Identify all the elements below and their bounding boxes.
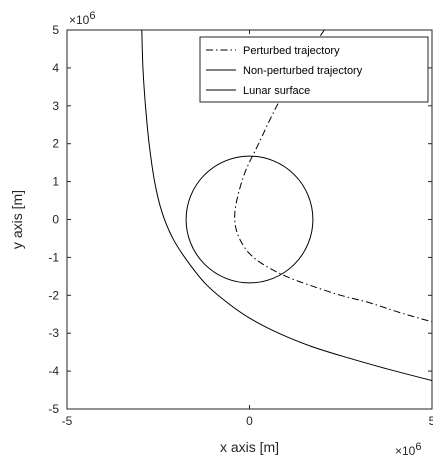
lunar-surface-circle bbox=[185, 155, 314, 284]
non-perturbed-trajectory-line bbox=[141, 30, 432, 382]
series-layer bbox=[141, 30, 432, 382]
y-tick-label: 1 bbox=[52, 175, 59, 189]
legend: Perturbed trajectory Non-perturbed traje… bbox=[199, 36, 429, 103]
y-tick-label: 3 bbox=[52, 99, 59, 113]
legend-box bbox=[199, 36, 429, 103]
y-tick-label: -2 bbox=[48, 288, 59, 302]
legend-label-non-perturbed: Non-perturbed trajectory bbox=[243, 65, 363, 77]
x-tick-label: 5 bbox=[429, 414, 433, 428]
y-axis-ticks: 5 4 3 2 1 0 -1 -2 -3 -4 -5 bbox=[48, 23, 432, 416]
legend-label-perturbed: Perturbed trajectory bbox=[243, 45, 340, 57]
x-axis-multiplier: ×106 bbox=[395, 441, 421, 458]
y-tick-label: -4 bbox=[48, 364, 59, 378]
y-axis-multiplier: ×106 bbox=[69, 10, 95, 27]
x-tick-label: 0 bbox=[246, 414, 253, 428]
legend-label-lunar-surface: Lunar surface bbox=[243, 85, 310, 97]
perturbed-trajectory-line bbox=[234, 30, 432, 323]
y-tick-label: 4 bbox=[52, 61, 59, 75]
y-tick-label: 5 bbox=[52, 23, 59, 37]
y-tick-label: -3 bbox=[48, 326, 59, 340]
y-tick-label: 0 bbox=[52, 213, 59, 227]
x-tick-label: -5 bbox=[62, 414, 73, 428]
y-tick-label: 2 bbox=[52, 137, 59, 151]
x-axis-label: x axis [m] bbox=[220, 439, 279, 455]
y-tick-label: -1 bbox=[48, 250, 59, 264]
y-axis-label: y axis [m] bbox=[9, 190, 25, 249]
y-tick-label: -5 bbox=[48, 402, 59, 416]
x-axis-ticks: -5 0 5 bbox=[62, 30, 433, 428]
